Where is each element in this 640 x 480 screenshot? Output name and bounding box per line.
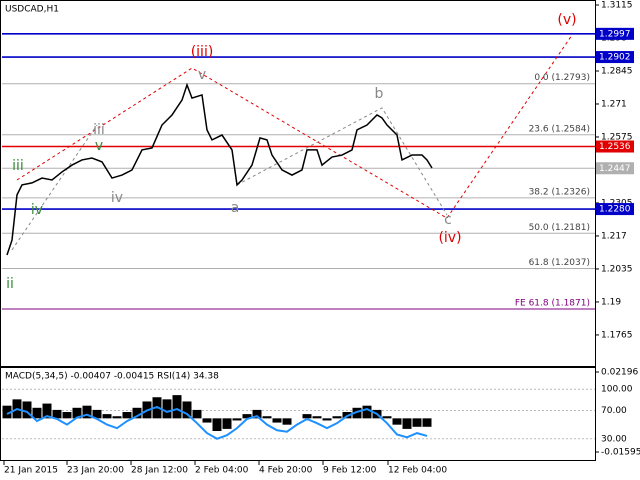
wave-label: iii <box>93 122 105 138</box>
wave-label: (v) <box>557 12 576 28</box>
macd-bar <box>32 407 42 419</box>
macd-bar <box>252 409 262 419</box>
level-note: 0.0 (1.2793) <box>534 73 590 83</box>
y2-tick-label: 70.00 <box>601 406 627 416</box>
wave-label: v <box>95 138 103 154</box>
macd-bar <box>22 401 32 419</box>
x-tick-label: 28 Jan 12:00 <box>131 466 188 476</box>
macd-bar <box>112 416 122 419</box>
macd-bar <box>62 412 72 419</box>
macd-bar <box>192 409 202 419</box>
macd-bar <box>382 416 392 419</box>
y-tick-label: 0.02196 <box>601 368 638 378</box>
level-note: 38.2 (1.2326) <box>529 187 590 197</box>
macd-bar <box>212 418 222 432</box>
macd-bar <box>172 395 182 419</box>
wave-label: (iv) <box>438 230 461 246</box>
y-tick-label: 1.19 <box>601 297 621 307</box>
macd-bar <box>232 418 242 421</box>
level-tag: 1.2536 <box>599 142 631 152</box>
level-tag: 1.2447 <box>599 164 631 174</box>
macd-bar <box>222 418 232 429</box>
macd-bar <box>332 416 342 419</box>
macd-bar <box>242 414 252 419</box>
y-tick-label: 1.217 <box>601 231 627 241</box>
macd-bar <box>392 418 402 425</box>
level-note: 50.0 (1.2181) <box>529 223 590 233</box>
macd-bar <box>402 418 412 429</box>
indicator-frame <box>0 367 596 461</box>
macd-bar <box>302 414 312 419</box>
y-tick-label: 1.2845 <box>601 66 633 76</box>
y-tick-label: 1.1765 <box>601 330 633 340</box>
x-tick-label: 21 Jan 2015 <box>4 466 58 476</box>
level-tag: 1.2280 <box>599 205 631 215</box>
wave-label: ii <box>6 276 14 292</box>
y2-tick-label: 100.00 <box>601 385 633 395</box>
macd-bar <box>72 407 82 419</box>
x-tick-label: 4 Feb 20:00 <box>259 466 313 476</box>
macd-bar <box>92 409 102 419</box>
y-tick-label: 1.3115 <box>601 1 633 11</box>
macd-bar <box>412 418 422 427</box>
x-tick-label: 23 Jan 20:00 <box>67 466 124 476</box>
y-tick-label: 1.2575 <box>601 132 633 142</box>
chart-title: USDCAD,H1 <box>5 5 59 15</box>
wave-label: iv <box>31 202 43 218</box>
wave-label: iii <box>12 158 24 174</box>
macd-bar <box>52 409 62 419</box>
level-tag-box <box>596 203 634 216</box>
y-tick-label: -0.01595 <box>601 448 640 458</box>
wave-label: c <box>444 212 452 228</box>
level-tag: 1.2997 <box>599 29 631 39</box>
macd-bar <box>82 405 92 419</box>
macd-bar <box>202 418 212 423</box>
y-tick-label: 1.2035 <box>601 264 633 274</box>
wave-label: v <box>198 67 206 83</box>
macd-bar <box>312 416 322 419</box>
level-tag: 1.2902 <box>599 53 631 63</box>
macd-bar <box>322 418 332 421</box>
x-tick-label: 2 Feb 04:00 <box>195 466 249 476</box>
level-tag-box <box>596 140 634 153</box>
wave-line <box>11 124 98 251</box>
macd-bar <box>102 414 112 419</box>
price-line <box>6 82 433 256</box>
level-tag-box <box>596 162 634 175</box>
wave-label: iv <box>111 190 123 206</box>
x-tick-label: 12 Feb 04:00 <box>388 466 447 476</box>
y2-tick-label: 30.00 <box>601 434 627 444</box>
wave-line <box>16 34 573 219</box>
y-tick-label: 1.271 <box>601 99 627 109</box>
x-tick-label: 9 Feb 12:00 <box>323 466 377 476</box>
wave-label: (iii) <box>191 44 214 60</box>
macd-bar <box>422 418 432 427</box>
macd-bar <box>42 403 52 419</box>
macd-bar <box>182 401 192 419</box>
macd-bar <box>262 416 272 419</box>
macd-bar <box>362 405 372 419</box>
macd-bar <box>282 418 292 425</box>
wave-line <box>236 107 448 216</box>
wave-label: a <box>231 200 240 216</box>
level-note: 23.6 (1.2584) <box>529 124 590 134</box>
level-tag-box <box>596 27 634 40</box>
wave-label: b <box>375 86 384 102</box>
macd-bar <box>132 407 142 419</box>
rsi-line <box>6 405 428 440</box>
macd-bar <box>2 405 12 419</box>
level-note: FE 61.8 (1.1871) <box>515 299 590 309</box>
indicator-title: MACD(5,34,5) -0.00407 -0.00415 RSI(14) 3… <box>5 372 219 382</box>
macd-bar <box>272 418 282 423</box>
macd-bar <box>352 407 362 419</box>
macd-bar <box>122 412 132 419</box>
level-note: 61.8 (1.2037) <box>529 258 590 268</box>
price-frame <box>0 0 596 367</box>
macd-bar <box>162 399 172 419</box>
level-tag-box <box>596 51 634 64</box>
